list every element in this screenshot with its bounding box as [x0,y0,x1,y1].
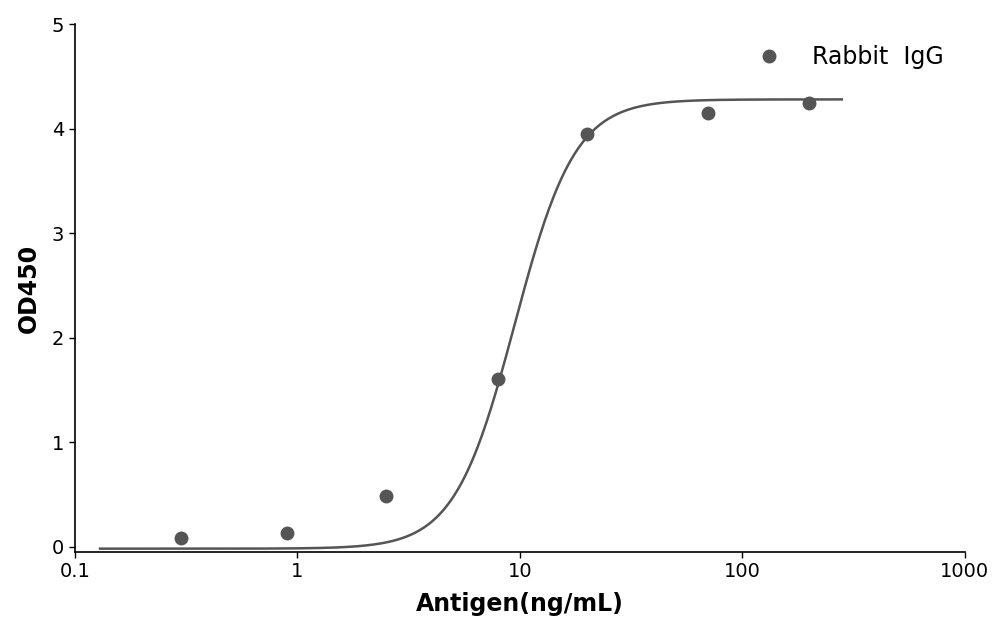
Rabbit  IgG [492,375,504,383]
Y-axis label: OD450: OD450 [17,244,40,332]
Rabbit  IgG [379,492,391,500]
Rabbit  IgG [702,109,714,116]
Rabbit  IgG [803,99,815,106]
Legend: Rabbit  IgG: Rabbit IgG [736,36,953,79]
Rabbit  IgG [281,529,293,537]
Line: Rabbit  IgG: Rabbit IgG [175,96,816,544]
Rabbit  IgG [580,130,593,137]
Rabbit  IgG [175,534,187,542]
X-axis label: Antigen(ng/mL): Antigen(ng/mL) [415,592,624,617]
